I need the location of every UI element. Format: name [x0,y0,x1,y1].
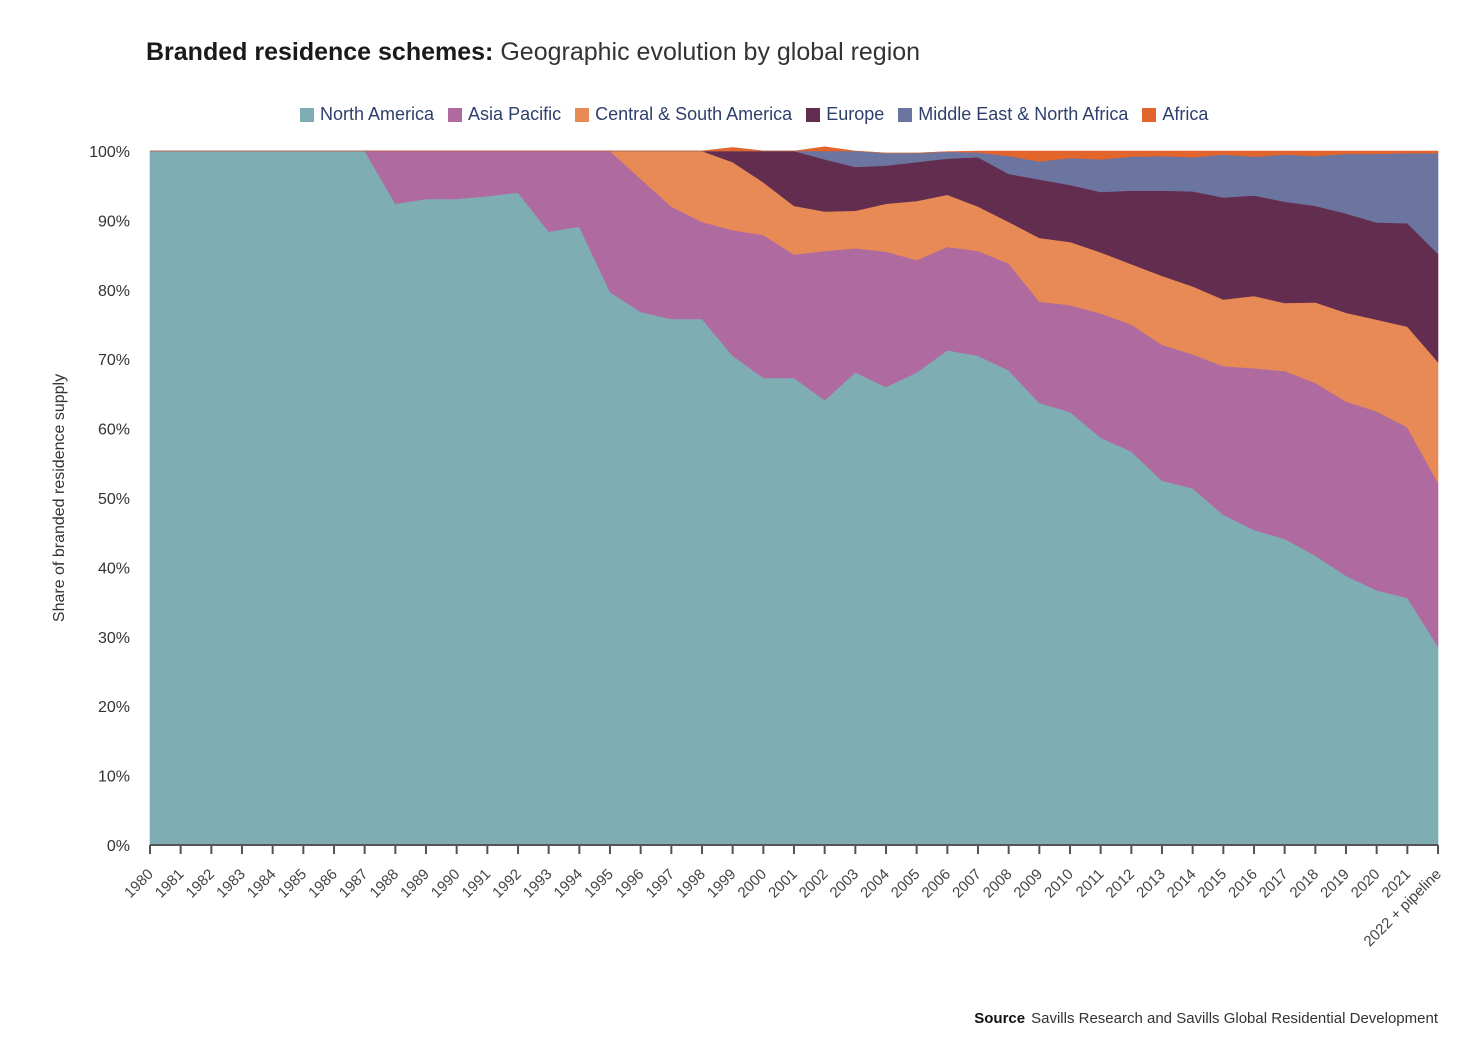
x-tick-label: 1997 [643,866,679,902]
x-tick-label: 1998 [673,866,709,902]
legend-label: Asia Pacific [468,104,562,124]
x-tick-label: 1980 [121,866,157,902]
x-tick-label: 2010 [1041,866,1077,902]
x-tick-label: 2011 [1073,866,1108,901]
x-tick-label: 2013 [1133,866,1169,902]
y-tick-label: 40% [98,560,130,577]
x-tick-label: 1984 [244,866,280,902]
x-tick-label: 2001 [765,866,801,902]
y-tick-label: 90% [98,213,130,230]
source-label: Source [974,1010,1026,1027]
legend-swatch [575,107,590,122]
chart-title: Branded residence schemes: Geographic ev… [146,38,920,67]
x-tick-label: 1982 [183,866,219,902]
x-tick-label: 2000 [735,866,771,902]
area-africa [150,146,1439,162]
x-tick-label: 1989 [397,866,433,902]
x-tick-label: 2017 [1256,866,1292,902]
x-tick-label: 2019 [1317,866,1353,902]
x-tick-label: 2016 [1225,866,1261,902]
y-tick-label: 30% [98,630,130,647]
y-axis-label: Share of branded residence supply [51,374,68,622]
chart-title-rest: Geographic evolution by global region [500,38,921,66]
legend-item-europe: Europe [806,104,884,125]
legend-item-africa: Africa [1142,104,1208,125]
y-tick-label: 0% [107,838,130,855]
x-tick-label: 1988 [367,866,403,902]
y-tick-label: 10% [98,769,130,786]
legend-label: Africa [1162,104,1209,124]
x-tick-label: 2018 [1287,866,1323,902]
legend-swatch [300,107,314,122]
y-tick-label: 70% [98,352,130,369]
x-tick-label: 2015 [1195,866,1231,902]
x-tick-label: 2007 [949,866,985,902]
x-tick-label: 1996 [612,866,648,902]
x-tick-label: 2012 [1103,866,1139,902]
legend-item-north-america: North America [300,104,434,125]
legend-swatch [1142,107,1157,122]
x-tick-label: 2006 [919,866,955,902]
legend-label: Europe [826,104,885,124]
legend: North America Asia Pacific Central & South… [300,104,1208,125]
y-tick-label: 50% [98,491,130,508]
x-tick-label: 1993 [520,866,556,902]
x-tick-label: 1999 [704,866,740,902]
x-tick-label: 1987 [336,866,372,902]
legend-swatch [806,107,821,122]
x-tick-label: 2003 [827,866,863,902]
x-tick-label: 1991 [459,866,495,902]
x-tick-label: 2008 [980,866,1016,902]
x-tick-label: 2005 [888,866,924,902]
legend-item-central-south-america: Central & South America [575,104,792,125]
chart-title-bold: Branded residence schemes: [146,38,494,66]
legend-item-middle-east-north-africa: Middle East & North Africa [898,104,1128,125]
y-tick-label: 20% [98,699,130,716]
source-text: Savills Research and Savills Global Resi… [1031,1010,1438,1027]
x-tick-label: 2002 [796,866,832,902]
x-tick-label: 1990 [428,866,464,902]
y-tick-label: 80% [98,283,130,300]
x-tick-label: 1986 [305,866,341,902]
x-tick-label: 1992 [489,866,525,902]
legend-label: Central & South America [595,104,793,124]
legend-swatch [898,107,913,122]
x-tick-label: 2009 [1011,866,1047,902]
x-tick-label: 1983 [213,866,249,902]
legend-label: Middle East & North Africa [918,104,1129,124]
y-tick-label: 100% [89,144,130,161]
legend-item-asia-pacific: Asia Pacific [448,104,561,125]
x-tick-label: 2014 [1164,866,1200,902]
source-note: Source Savills Research and Savills Globa… [974,1010,1438,1027]
legend-label: North America [320,104,435,124]
x-tick-label: 2004 [857,866,893,902]
x-tick-label: 1995 [581,866,617,902]
x-tick-label: 1981 [152,866,188,902]
x-tick-label: 2020 [1348,866,1384,902]
y-tick-label: 60% [98,422,130,439]
x-tick-label: 1985 [275,866,311,902]
x-tick-label: 1994 [551,866,587,902]
legend-swatch [448,107,463,122]
